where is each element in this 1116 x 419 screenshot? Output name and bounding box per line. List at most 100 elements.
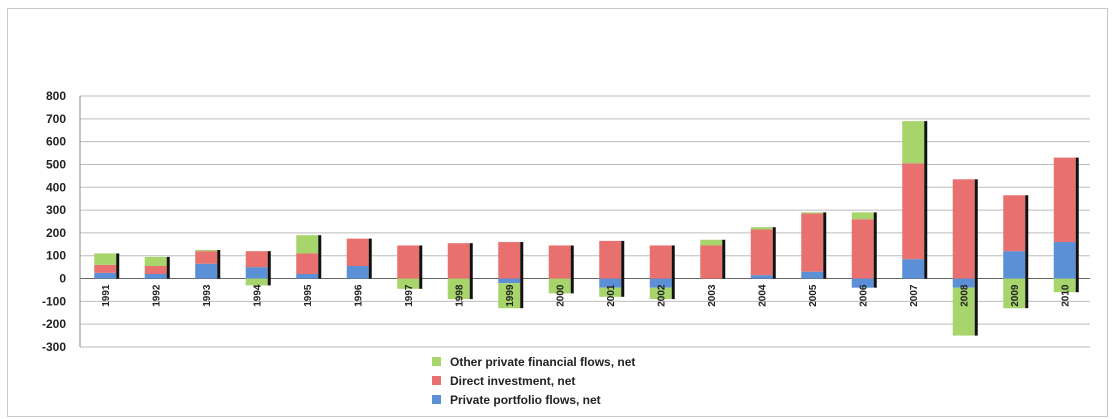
bar-shadow-2005	[823, 212, 827, 279]
bar-segment-1992-s1	[144, 265, 167, 274]
x-tick-label-2003: 2003	[707, 284, 718, 307]
y-tick-label: -200	[42, 317, 66, 331]
bar-segment-2009-s0	[1003, 251, 1026, 279]
bar-shadow-2008	[974, 179, 978, 336]
legend-swatch-0	[432, 395, 441, 404]
x-tick-label-2007: 2007	[909, 284, 920, 307]
y-tick-label: 800	[46, 89, 66, 103]
bars	[94, 121, 1079, 336]
y-tick-label: 500	[46, 157, 66, 171]
bar-segment-1996-s1	[346, 238, 369, 266]
bar-segment-2000-s2	[548, 278, 571, 294]
x-tick-label-2004: 2004	[758, 284, 769, 307]
bar-segment-1992-s2	[144, 256, 167, 266]
bar-shadow-2001	[621, 240, 625, 297]
bar-shadow-1997	[419, 245, 423, 289]
legend-label-2: Other private financial flows, net	[450, 355, 635, 369]
bar-shadow-2003	[722, 239, 726, 279]
bar-shadow-1996	[368, 238, 372, 279]
bar-segment-2003-s2	[700, 239, 723, 246]
bar-segment-1993-s0	[195, 263, 218, 279]
bar-segment-1995-s0	[296, 273, 319, 279]
bar-shadow-2009	[1025, 195, 1029, 309]
bar-segment-1997-s2	[397, 278, 420, 289]
bar-shadow-2004	[772, 227, 776, 279]
bar-segment-1999-s1	[498, 242, 521, 279]
legend: Other private financial flows, net Direct…	[432, 355, 635, 407]
bar-segment-2009-s1	[1003, 195, 1026, 252]
bar-segment-2005-s0	[801, 271, 824, 279]
bar-segment-2005-s1	[801, 213, 824, 272]
y-tick-label: 200	[46, 226, 66, 240]
x-tick-label-1997: 1997	[404, 284, 415, 307]
bar-segment-1997-s1	[397, 245, 420, 279]
x-tick-label-1995: 1995	[303, 284, 314, 307]
bar-segment-2001-s0	[599, 278, 622, 288]
bar-shadow-1999	[520, 242, 524, 309]
bar-segment-1991-s0	[94, 272, 117, 279]
x-tick-label-1996: 1996	[354, 284, 365, 307]
y-tick-label: 400	[46, 180, 66, 194]
x-tick-label-1992: 1992	[152, 284, 163, 307]
bar-segment-2004-s0	[750, 275, 773, 279]
bar-shadow-2000	[570, 245, 574, 294]
bar-segment-2008-s0	[952, 278, 975, 288]
bar-segment-1999-s2	[498, 283, 521, 309]
bar-shadow-1998	[469, 243, 473, 300]
bar-shadow-1995	[318, 235, 322, 279]
bar-segment-2002-s2	[649, 287, 672, 300]
bar-segment-2006-s0	[851, 278, 874, 288]
bar-segment-2010-s1	[1053, 157, 1076, 243]
bar-segment-1998-s1	[447, 243, 470, 279]
bar-segment-2007-s2	[902, 121, 925, 164]
bar-segment-1999-s0	[498, 278, 521, 284]
x-tick-label-2005: 2005	[808, 284, 819, 307]
legend-label-1: Direct investment, net	[450, 374, 575, 388]
y-tick-label: 600	[46, 135, 66, 149]
bar-segment-1994-s2	[245, 278, 268, 286]
bar-segment-2006-s1	[851, 219, 874, 279]
legend-swatch-2	[432, 357, 441, 366]
x-tick-label-1993: 1993	[202, 284, 213, 307]
y-tick-label: -300	[42, 340, 66, 354]
bar-shadow-2010	[1075, 157, 1079, 293]
x-tick-label-2000: 2000	[556, 284, 567, 307]
bar-segment-1994-s1	[245, 251, 268, 268]
x-tick-label-1994: 1994	[253, 284, 264, 307]
bar-segment-2002-s0	[649, 278, 672, 288]
bar-shadow-1992	[166, 256, 170, 279]
bar-segment-2001-s1	[599, 240, 622, 279]
bar-segment-1991-s2	[94, 253, 117, 265]
x-tick-label-2002: 2002	[657, 284, 668, 307]
bar-segment-2010-s0	[1053, 242, 1076, 279]
bar-segment-2001-s2	[599, 287, 622, 297]
x-tick-label-1998: 1998	[455, 284, 466, 307]
bar-segment-1992-s0	[144, 273, 167, 279]
bar-segment-2002-s1	[649, 245, 672, 279]
x-tick-label-2009: 2009	[1010, 284, 1021, 307]
x-tick-label-1991: 1991	[101, 284, 112, 307]
bar-segment-1994-s0	[245, 267, 268, 279]
bar-segment-2004-s2	[750, 227, 773, 230]
bar-segment-2008-s2	[952, 287, 975, 336]
bar-shadow-2002	[671, 245, 675, 300]
bar-shadow-2007	[924, 121, 928, 279]
bar-shadow-1993	[217, 250, 221, 279]
bar-segment-1991-s1	[94, 264, 117, 273]
bar-segment-1993-s2	[195, 250, 218, 252]
y-tick-label: 0	[59, 272, 66, 286]
y-tick-label: 100	[46, 249, 66, 263]
bar-segment-2005-s2	[801, 212, 824, 214]
x-tick-labels: 1991 1992 1993 1994 1995 1996 1997 1998 1999 2000…	[101, 284, 1072, 307]
legend-swatch-1	[432, 376, 441, 385]
bar-segment-1996-s0	[346, 265, 369, 279]
x-tick-label-1999: 1999	[505, 284, 516, 307]
bar-segment-2003-s1	[700, 245, 723, 279]
bar-segment-2010-s2	[1053, 278, 1076, 293]
bar-shadow-1991	[116, 253, 120, 279]
gridlines	[80, 95, 1090, 348]
bar-segment-2007-s0	[902, 259, 925, 279]
bar-segment-2008-s1	[952, 179, 975, 279]
x-tick-label-2010: 2010	[1061, 284, 1072, 307]
